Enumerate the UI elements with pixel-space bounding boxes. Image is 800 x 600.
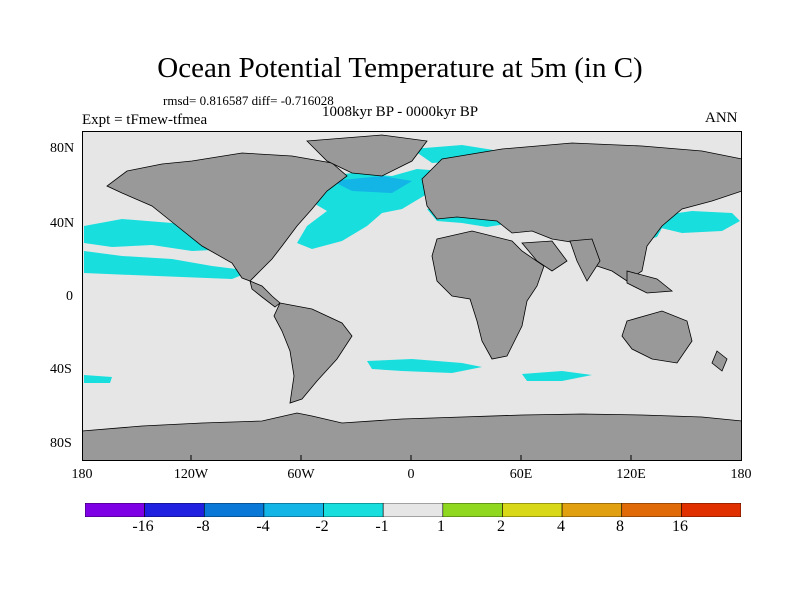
land-south-america <box>273 302 353 404</box>
patch-southern-ocean-atlantic <box>367 359 482 373</box>
land-new-zealand <box>711 350 728 372</box>
colorbar-swatch <box>144 503 205 517</box>
world-map <box>82 131 742 461</box>
patch-pacific-subtropic <box>84 251 252 279</box>
lat-label-40s: 40S <box>50 362 72 377</box>
colorbar <box>85 503 741 517</box>
lon-label-60e: 60E <box>509 467 533 482</box>
land-india <box>569 238 601 282</box>
colorbar-label-16: 16 <box>672 518 688 535</box>
patch-north-atlantic <box>297 169 442 249</box>
lat-label-80n: 80N <box>50 141 75 156</box>
lat-label-40n: 40N <box>50 216 75 231</box>
stats-label: rmsd= 0.816587 diff= -0.716028 <box>163 93 334 108</box>
land-antarctica <box>82 412 742 461</box>
experiment-label: Expt = tFmew-tfmea <box>82 112 208 128</box>
colorbar-label-minus16: -16 <box>132 518 154 535</box>
land-central-america <box>249 280 281 308</box>
colorbar-label-minus2: -2 <box>315 518 329 535</box>
lon-label-120w: 120W <box>173 467 209 482</box>
colorbar-swatch <box>621 503 682 517</box>
colorbar-label-1: 1 <box>437 518 445 535</box>
colorbar-swatch <box>502 503 563 517</box>
lat-label-0: 0 <box>66 289 73 304</box>
land-australia <box>621 310 693 364</box>
land-north-america <box>106 152 348 282</box>
colorbar-swatch <box>263 503 324 517</box>
colorbar-label-8: 8 <box>616 518 624 535</box>
colorbar-swatch <box>323 503 384 517</box>
land-africa <box>431 230 545 360</box>
lon-label-0: 0 <box>407 467 415 482</box>
plot-title: Ocean Potential Temperature at 5m (in C) <box>157 52 643 84</box>
colorbar-swatch <box>442 503 503 517</box>
colorbar-label-minus1: -1 <box>375 518 389 535</box>
continents <box>82 134 742 461</box>
colorbar-swatch <box>681 503 741 517</box>
colorbar-swatch <box>561 503 623 517</box>
patch-north-pacific-west <box>657 211 740 233</box>
period-label: 1008kyr BP - 0000kyr BP <box>321 104 479 120</box>
patch-southern-pacific <box>84 375 112 383</box>
colorbar-label-minus4: -4 <box>256 518 270 535</box>
colorbar-swatch <box>85 503 145 517</box>
lon-label-60w: 60W <box>287 467 315 482</box>
colorbar-label-2: 2 <box>497 518 505 535</box>
map-frame <box>82 131 742 461</box>
land-southeast-asia <box>626 270 674 294</box>
land-arabia <box>521 240 568 272</box>
lon-label-180w: 180 <box>71 467 93 482</box>
colorbar-label-minus8: -8 <box>196 518 210 535</box>
patch-north-atlantic-core <box>332 176 412 193</box>
colorbar-label-4: 4 <box>557 518 565 535</box>
patch-southern-ocean-indian <box>522 371 592 381</box>
lon-label-180e: 180 <box>730 467 752 482</box>
colorbar-swatch <box>203 503 265 517</box>
map-ticks <box>190 455 632 461</box>
lon-label-120e: 120E <box>616 467 646 482</box>
season-label: ANN <box>705 110 738 126</box>
lat-label-80s: 80S <box>50 436 72 451</box>
colorbar-swatch <box>382 503 444 517</box>
land-greenland <box>306 134 428 177</box>
